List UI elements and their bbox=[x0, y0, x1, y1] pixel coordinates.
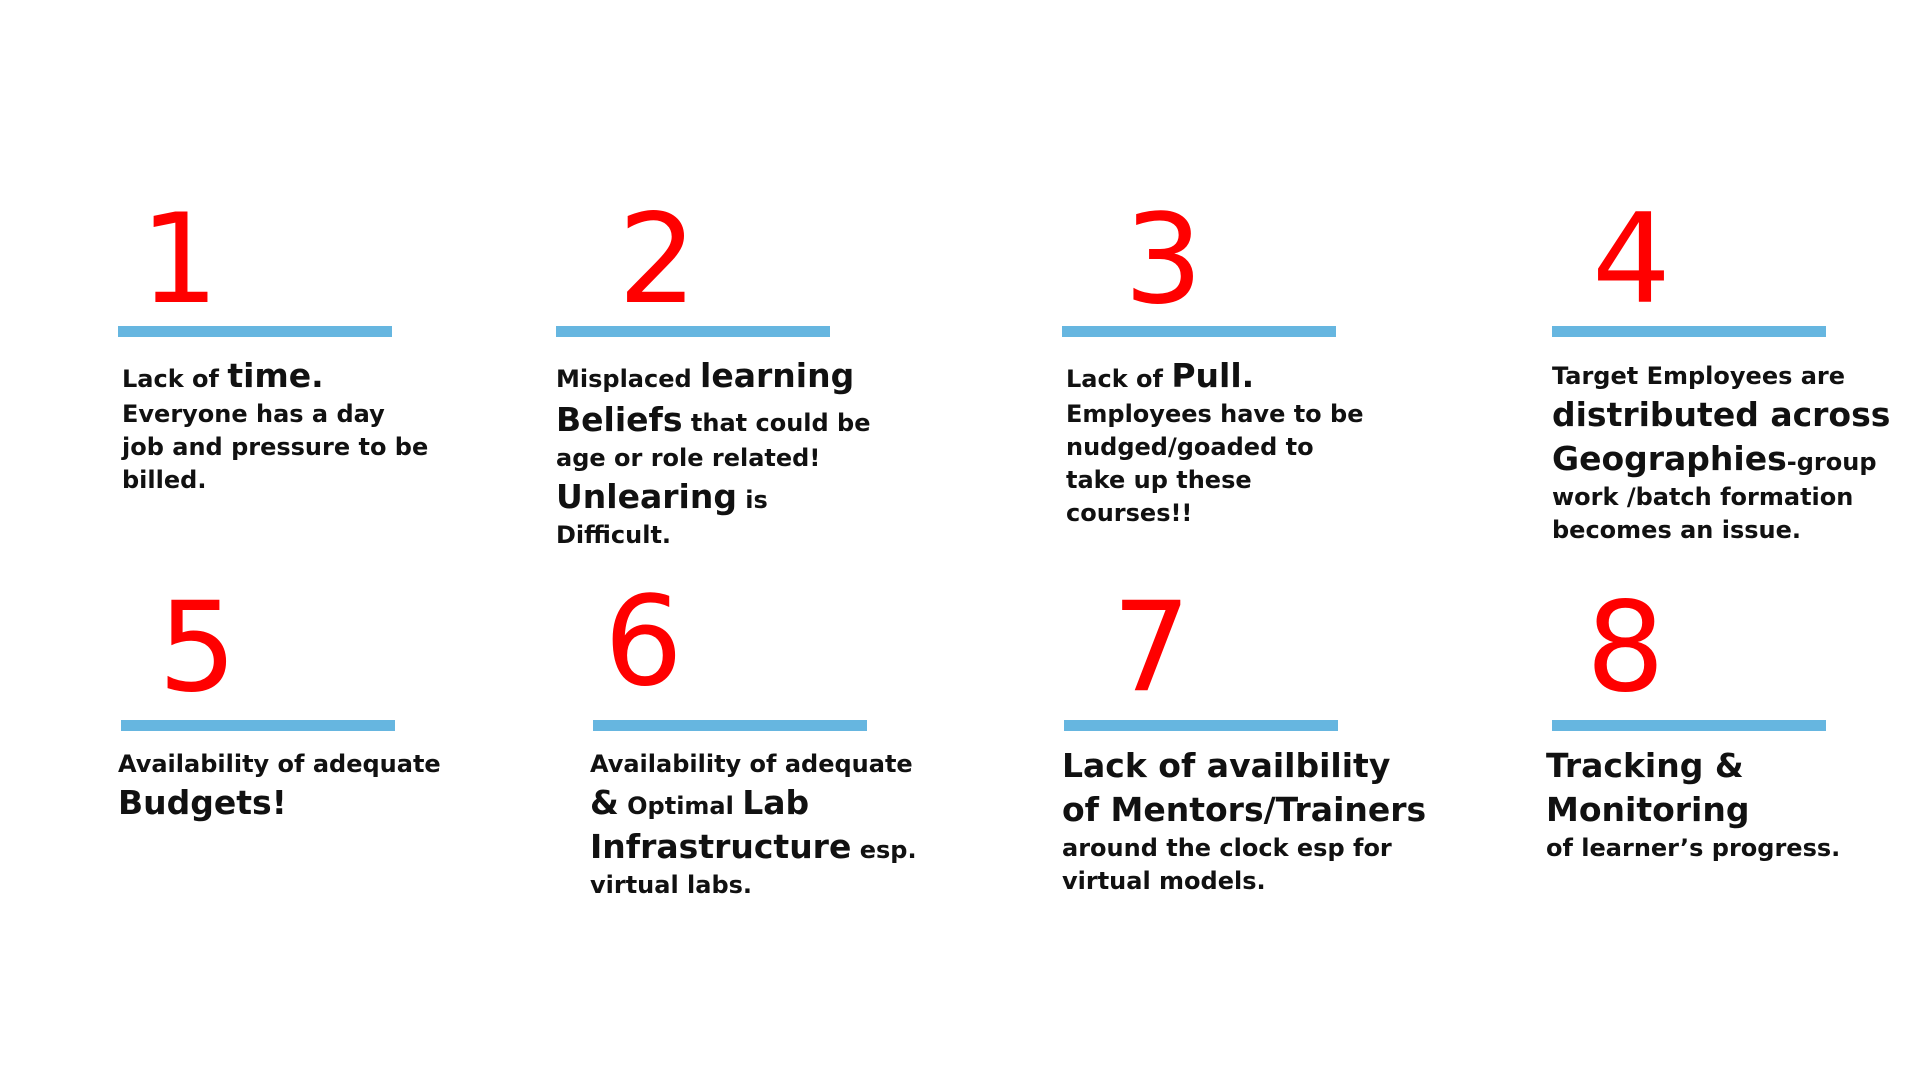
text-line: Availability of adequate bbox=[118, 750, 441, 778]
divider-rule bbox=[1552, 326, 1826, 337]
item-number: 7 bbox=[1112, 576, 1191, 720]
emphasis-line: distributed across bbox=[1552, 395, 1891, 434]
item-number: 8 bbox=[1586, 576, 1665, 720]
text-run: is bbox=[736, 486, 768, 514]
text-line: around the clock esp for bbox=[1062, 834, 1392, 862]
text-line: age or role related! bbox=[556, 444, 821, 472]
item-text: Tracking & Monitoring of learner’s progr… bbox=[1546, 744, 1840, 865]
item-text: Availability of adequate & Optimal Lab I… bbox=[590, 748, 917, 902]
text-line: Everyone has a day bbox=[122, 400, 385, 428]
text-line: virtual models. bbox=[1062, 867, 1266, 895]
text-line: Difficult. bbox=[556, 521, 672, 549]
emphasis-run: time. bbox=[227, 356, 324, 395]
emphasis-run: & bbox=[590, 783, 619, 822]
divider-rule bbox=[118, 326, 392, 337]
text-line: take up these bbox=[1066, 466, 1252, 494]
text-line: of learner’s progress. bbox=[1546, 834, 1841, 862]
text-run: Lack of bbox=[1066, 365, 1172, 393]
text-line: nudged/goaded to bbox=[1066, 433, 1314, 461]
emphasis-run: Geographies bbox=[1552, 439, 1787, 478]
item-number: 2 bbox=[618, 188, 697, 332]
emphasis-line: Lack of availbility bbox=[1062, 746, 1391, 785]
text-line: work /batch formation bbox=[1552, 483, 1854, 511]
text-line: courses!! bbox=[1066, 499, 1193, 527]
divider-rule bbox=[1064, 720, 1338, 731]
divider-rule bbox=[593, 720, 867, 731]
text-line: virtual labs. bbox=[590, 871, 753, 899]
emphasis-line: of Mentors/Trainers bbox=[1062, 790, 1427, 829]
item-text: Target Employees are distributed across … bbox=[1552, 360, 1890, 547]
text-line: billed. bbox=[122, 466, 207, 494]
text-run: Optimal bbox=[618, 792, 743, 820]
item-number: 3 bbox=[1124, 188, 1203, 332]
text-run: esp. bbox=[851, 836, 917, 864]
text-line: becomes an issue. bbox=[1552, 516, 1802, 544]
text-line: job and pressure to be bbox=[122, 433, 429, 461]
text-run: -group bbox=[1786, 448, 1877, 476]
text-run: Misplaced bbox=[556, 365, 701, 393]
emphasis-run: Unlearing bbox=[556, 477, 737, 516]
item-text: Lack of time. Everyone has a day job and… bbox=[122, 354, 428, 497]
item-number: 4 bbox=[1592, 188, 1671, 332]
item-text: Lack of Pull. Employees have to be nudge… bbox=[1066, 354, 1363, 530]
item-text: Availability of adequate Budgets! bbox=[118, 748, 441, 825]
emphasis-line: Budgets! bbox=[118, 783, 287, 822]
emphasis-run: Beliefs bbox=[556, 400, 683, 439]
item-text: Misplaced learning Beliefs that could be… bbox=[556, 354, 871, 552]
divider-rule bbox=[556, 326, 830, 337]
emphasis-line: Tracking & bbox=[1546, 746, 1744, 785]
emphasis-run: Infrastructure bbox=[590, 827, 852, 866]
item-number: 5 bbox=[158, 576, 237, 720]
emphasis-run: Pull. bbox=[1171, 356, 1255, 395]
divider-rule bbox=[1552, 720, 1826, 731]
item-text: Lack of availbility of Mentors/Trainers … bbox=[1062, 744, 1426, 898]
emphasis-line: Monitoring bbox=[1546, 790, 1750, 829]
item-number: 6 bbox=[604, 570, 683, 714]
divider-rule bbox=[121, 720, 395, 731]
divider-rule bbox=[1062, 326, 1336, 337]
text-run: Lack of bbox=[122, 365, 228, 393]
emphasis-run: Lab bbox=[742, 783, 810, 822]
text-line: Target Employees are bbox=[1552, 362, 1846, 390]
emphasis-run: learning bbox=[700, 356, 855, 395]
item-number: 1 bbox=[140, 188, 219, 332]
text-run: that could be bbox=[682, 409, 871, 437]
text-line: Availability of adequate bbox=[590, 750, 913, 778]
text-line: Employees have to be bbox=[1066, 400, 1364, 428]
